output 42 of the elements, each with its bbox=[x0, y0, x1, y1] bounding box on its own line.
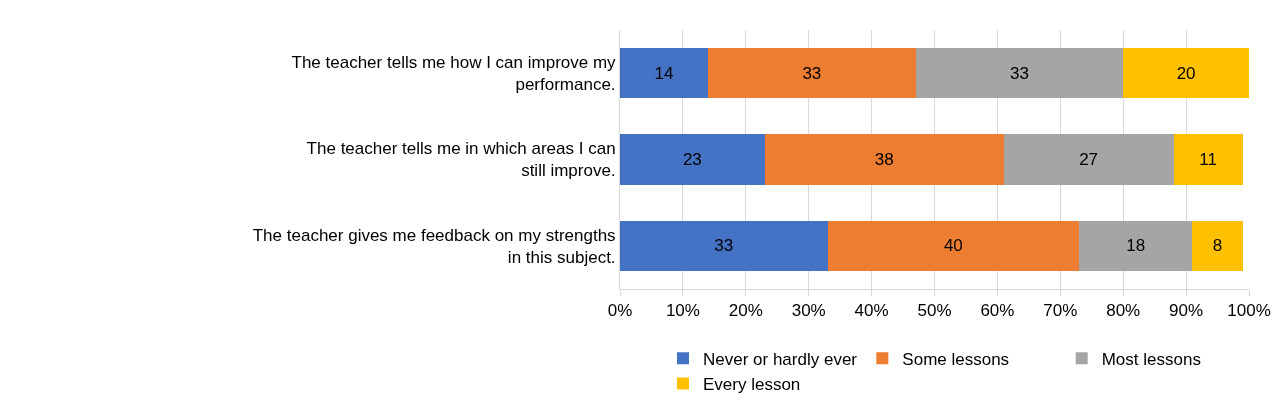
data-label: 11 bbox=[1199, 150, 1217, 169]
bar bbox=[1123, 48, 1249, 99]
bar bbox=[1192, 220, 1243, 271]
bar bbox=[1079, 220, 1193, 271]
legend-label: Never or hardly ever bbox=[703, 349, 858, 369]
data-label: 20 bbox=[1176, 63, 1196, 83]
bar bbox=[620, 134, 765, 185]
y-tick-label: The teacher tells me in which areas I can still improve. bbox=[306, 139, 616, 181]
bar bbox=[915, 48, 1124, 99]
bar bbox=[620, 220, 828, 271]
data-label: 33 bbox=[1009, 63, 1029, 83]
bar bbox=[620, 48, 709, 99]
data-label: 33 bbox=[714, 236, 734, 256]
data-label: 27 bbox=[1079, 150, 1099, 169]
x-tick-label: 0% bbox=[607, 301, 633, 321]
x-tick-label: 70% bbox=[1043, 301, 1078, 321]
x-tick-label: 10% bbox=[665, 301, 700, 321]
y-tick-label: The teacher gives me feedback on my strengths in this subject. bbox=[252, 225, 616, 267]
legend-label: Every lesson bbox=[703, 375, 801, 395]
legend-label: Some lessons bbox=[902, 349, 1010, 369]
x-tick-label: 50% bbox=[917, 301, 952, 321]
bar bbox=[708, 48, 916, 99]
x-tick-label: 90% bbox=[1169, 301, 1204, 321]
legend-label: Most lessons bbox=[1101, 349, 1201, 369]
data-label: 40 bbox=[943, 236, 963, 256]
bar bbox=[1173, 134, 1243, 185]
data-label: 33 bbox=[802, 63, 822, 83]
bar bbox=[827, 220, 1080, 271]
data-label: 8 bbox=[1212, 236, 1223, 256]
data-label: 18 bbox=[1126, 236, 1146, 256]
x-tick-label: 100% bbox=[1227, 301, 1271, 321]
x-tick-label: 20% bbox=[728, 301, 763, 321]
x-tick-label: 40% bbox=[854, 301, 889, 321]
data-label: 23 bbox=[682, 150, 702, 169]
x-tick-label: 80% bbox=[1106, 301, 1141, 321]
data-label: 14 bbox=[654, 63, 674, 83]
data-label: 38 bbox=[874, 150, 894, 169]
bar bbox=[764, 134, 1004, 185]
x-tick-label: 60% bbox=[980, 301, 1015, 321]
x-tick-label: 30% bbox=[791, 301, 826, 321]
bar bbox=[1003, 134, 1174, 185]
y-tick-label: The teacher tells me how I can improve my performance. bbox=[291, 53, 617, 95]
